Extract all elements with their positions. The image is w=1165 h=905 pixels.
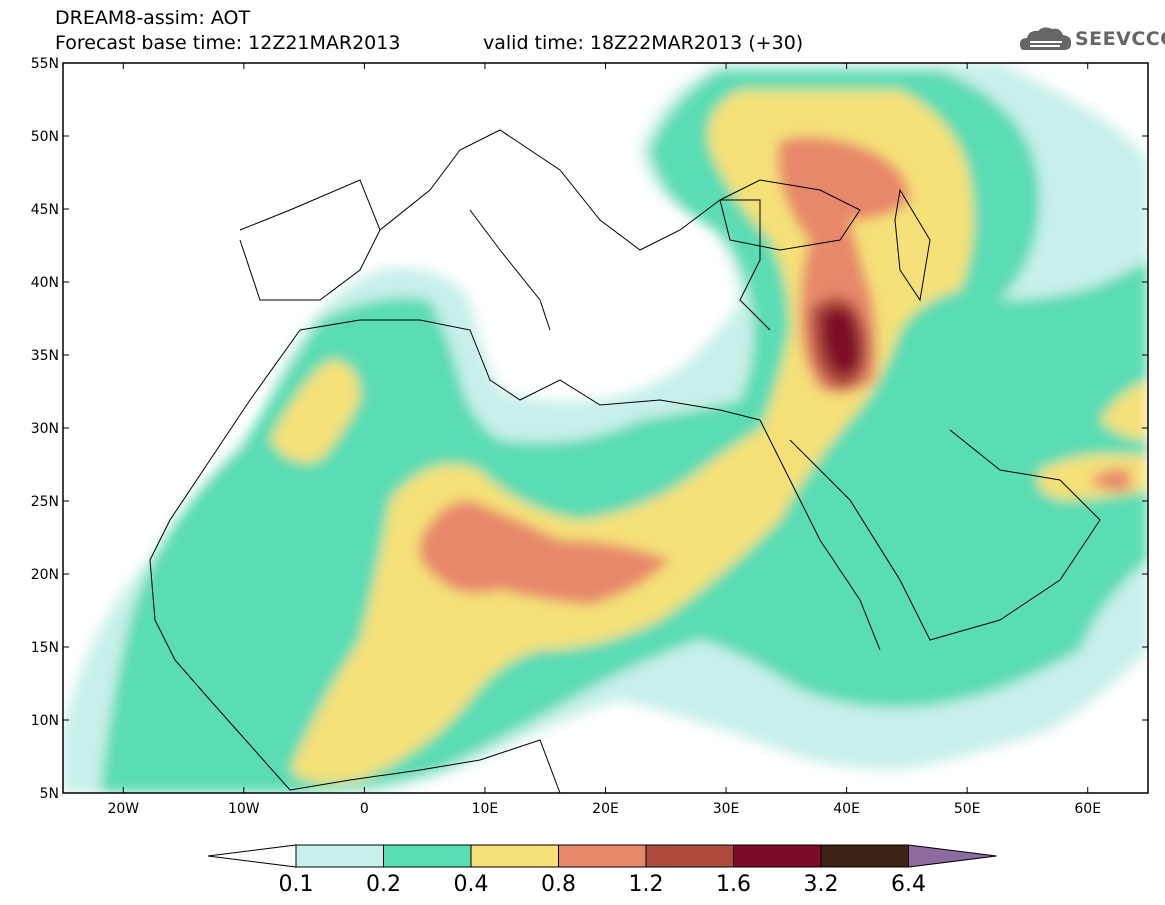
lon-tick-label: 50E [954, 801, 981, 817]
colorbar-label: 0.1 [278, 872, 314, 897]
colorbar-box [295, 844, 384, 868]
lat-tick-label: 45N [31, 202, 59, 218]
cloud-icon [1020, 27, 1072, 50]
coast-caspian [894, 188, 931, 302]
colorbar-arrow-right [908, 844, 997, 868]
coast-europe [379, 129, 771, 331]
lat-tick-label: 15N [31, 640, 59, 656]
aot-level-0.4-east [1100, 380, 1148, 440]
lat-tick-label: 30N [31, 421, 59, 437]
valid-time-label: valid time: 18Z22MAR2013 (+30) [483, 32, 804, 54]
aot-level-0.8-gulf [1090, 468, 1130, 492]
colorbar-label: 6.4 [891, 872, 926, 897]
lat-tick-label: 55N [31, 56, 59, 72]
lat-tick-label: 35N [31, 348, 59, 364]
logo-text: SEEVCCC [1075, 28, 1165, 50]
coast-west-africa [149, 329, 301, 791]
coast-arabia [789, 429, 1101, 641]
colorbar [207, 844, 997, 868]
lat-tick-label: 25N [31, 494, 59, 510]
map-title: DREAM8-assim: AOT [55, 7, 251, 29]
lon-tick-label: 40E [833, 801, 860, 817]
colorbar-box [733, 844, 822, 868]
colorbar-box [383, 844, 472, 868]
aot-level-0.4 [290, 90, 974, 784]
lon-tick-label: 0 [360, 801, 369, 817]
lon-tick-label: 10W [228, 801, 260, 817]
colorbar-label: 0.8 [541, 872, 576, 897]
colorbar-box [558, 844, 647, 868]
aot-level-1.6 [821, 307, 860, 375]
lon-tick-label: 20E [592, 801, 619, 817]
lat-tick-label: 5N [40, 786, 59, 802]
coast-iberia [239, 179, 381, 301]
axis-ticks: 5N 10N 15N 20N 25N 30N 35N 40N 45N 50N 55N 20W 10W 0 1… [31, 56, 1148, 817]
colorbar-label: 1.2 [628, 872, 664, 897]
coast-gulf-guinea [289, 739, 561, 793]
colorbar-label: 0.2 [366, 872, 401, 897]
colorbar-label: 0.4 [453, 872, 489, 897]
coast-black-sea [719, 179, 861, 251]
coastlines [149, 129, 1101, 793]
aot-level-0.8-caucasus [777, 136, 910, 394]
colorbar-label: 1.6 [716, 872, 751, 897]
lon-tick-label: 30E [713, 801, 740, 817]
lat-tick-label: 10N [31, 713, 59, 729]
lon-tick-label: 60E [1074, 801, 1101, 817]
colorbar-box [645, 844, 734, 868]
lat-tick-label: 20N [31, 567, 59, 583]
aot-level-0.4-west [270, 360, 360, 463]
lon-tick-label: 20W [107, 801, 139, 817]
aot-field [63, 63, 1148, 793]
lat-tick-label: 40N [31, 275, 59, 291]
coast-italy [469, 209, 551, 331]
base-time-label: Forecast base time: 12Z21MAR2013 [55, 32, 401, 54]
coast-red-sea [759, 419, 881, 651]
lat-tick-label: 50N [31, 129, 59, 145]
aot-level-0.8 [419, 500, 670, 605]
colorbar-box [470, 844, 559, 868]
coast-north-africa [299, 319, 761, 421]
colorbar-box [820, 844, 909, 868]
colorbar-label: 3.2 [803, 872, 839, 897]
colorbar-arrow-left [207, 844, 297, 868]
lon-tick-label: 10E [472, 801, 499, 817]
